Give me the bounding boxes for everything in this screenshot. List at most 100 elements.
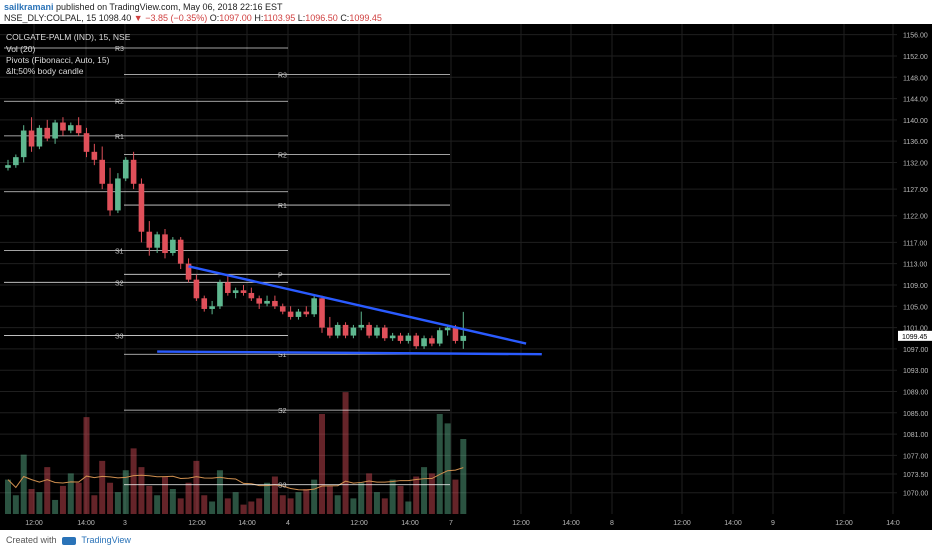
- candle-body: [358, 324, 365, 328]
- candle-body: [177, 239, 184, 264]
- low-label: L:: [297, 13, 306, 23]
- volume-bar: [146, 485, 153, 514]
- candle-body: [279, 306, 286, 312]
- candles: [5, 117, 467, 349]
- trendline[interactable]: [157, 350, 542, 356]
- volume-bar: [405, 501, 412, 514]
- candle-body: [60, 122, 66, 131]
- volume-bar: [342, 392, 349, 514]
- chart-canvas[interactable]: R3R2R1PS1S2S3R3R2R1PS1S2S3 1156.001152.0…: [0, 24, 932, 530]
- candle-body: [389, 335, 396, 339]
- volume-bar: [169, 489, 176, 514]
- candle-body: [91, 151, 98, 160]
- candle-body: [460, 335, 467, 341]
- legend-pivots: Pivots (Fibonacci, Auto, 15): [6, 55, 110, 65]
- pivot-label: R2: [115, 99, 124, 106]
- candle-body: [170, 239, 176, 254]
- pivot-label: R2: [278, 152, 287, 159]
- time-tick-label: 14:00: [401, 520, 419, 527]
- candle-body: [201, 298, 208, 309]
- volume-bar: [177, 498, 184, 514]
- time-tick-label: 14:00: [238, 520, 256, 527]
- candle-body: [122, 159, 129, 179]
- volume-bar: [421, 467, 428, 514]
- time-tick-label: 14:0: [886, 520, 900, 527]
- time-tick-label: 12:00: [835, 520, 853, 527]
- change-value: ▼ −3.85 (−0.35%): [133, 13, 208, 23]
- volume-bar: [12, 495, 19, 514]
- candle-body: [436, 330, 443, 344]
- header: sailkramani published on TradingView.com…: [0, 0, 932, 24]
- volume-bar: [107, 482, 114, 514]
- author-link[interactable]: sailkramani: [4, 2, 54, 12]
- time-tick-label: 12:00: [188, 520, 206, 527]
- candle-body: [413, 335, 419, 347]
- price-tick-label: 1070.00: [903, 491, 928, 498]
- time-tick-label: 7: [449, 520, 453, 527]
- volume-bar: [216, 470, 223, 514]
- volume-bar: [185, 482, 192, 514]
- candle-body: [429, 338, 435, 344]
- candle-body: [397, 335, 404, 341]
- trendline[interactable]: [188, 265, 527, 345]
- time-tick-label: 14:00: [562, 520, 580, 527]
- candle-body: [342, 324, 349, 336]
- price-tick-label: 1152.00: [903, 54, 928, 61]
- symbol-label: NSE_DLY:COLPAL, 15: [4, 13, 97, 23]
- price-tick-label: 1113.00: [903, 262, 927, 269]
- candle-body: [154, 234, 160, 248]
- volume-bar: [436, 414, 443, 514]
- time-axis[interactable]: 12:00 14:00 3 12:00 14:00 4 12:00 14:00 7 12:00 14…: [0, 514, 932, 530]
- legend-candle: &lt;50% body candle: [6, 66, 84, 76]
- candle-body: [115, 178, 121, 211]
- candle-body: [83, 133, 90, 152]
- volume-bar: [428, 473, 435, 514]
- footer: Created with TradingView: [0, 530, 932, 550]
- volume-bar: [99, 460, 106, 514]
- volume-bar: [67, 473, 74, 514]
- time-tick-label: 12:00: [512, 520, 530, 527]
- tradingview-link[interactable]: TradingView: [81, 535, 131, 545]
- candle-body: [444, 327, 451, 331]
- tradingview-logo-icon: [62, 536, 77, 545]
- candle-body: [303, 311, 310, 315]
- publish-line: sailkramani published on TradingView.com…: [4, 2, 283, 12]
- candle-body: [138, 183, 145, 232]
- volume-bar: [381, 498, 388, 514]
- volume-bar: [162, 476, 168, 514]
- volume-bar: [319, 414, 325, 514]
- candle-body: [36, 127, 43, 147]
- volume-bar: [334, 495, 341, 514]
- candle-body: [130, 159, 137, 184]
- open-value: 1097.00: [219, 13, 252, 23]
- time-tick-label: 12:00: [350, 520, 368, 527]
- volume-bar: [154, 495, 161, 514]
- volume-bar: [201, 495, 208, 514]
- volume-bar: [91, 495, 98, 514]
- volume-bar: [209, 501, 216, 514]
- price-axis[interactable]: 1156.00 1152.00 1148.00 1144.00 1140.00 1136.…: [897, 24, 932, 530]
- candle-body: [382, 327, 388, 339]
- candle-body: [327, 327, 333, 336]
- volume-bar: [350, 498, 357, 514]
- pivot-label: R3: [278, 73, 287, 80]
- volume-bar: [28, 489, 35, 514]
- candle-body: [248, 292, 255, 299]
- candle-body: [75, 125, 82, 134]
- legend: COLGATE-PALM (IND), 15, NSE Vol (20) Piv…: [6, 32, 131, 76]
- pivot-label: S3: [278, 483, 287, 490]
- time-tick-label: 8: [610, 520, 614, 527]
- candle-body: [52, 122, 58, 139]
- price-tick-label: 1148.00: [903, 75, 928, 82]
- candle-body: [185, 263, 192, 280]
- last-price-label: 1099.45: [902, 334, 927, 341]
- candle-body: [193, 279, 200, 299]
- volume-bar: [75, 482, 82, 514]
- candle-body: [350, 327, 357, 336]
- candle-body: [107, 183, 113, 211]
- volume-bar: [52, 499, 59, 514]
- volume-bar: [271, 476, 278, 514]
- price-tick-label: 1117.00: [903, 240, 927, 247]
- candle-body: [68, 125, 74, 131]
